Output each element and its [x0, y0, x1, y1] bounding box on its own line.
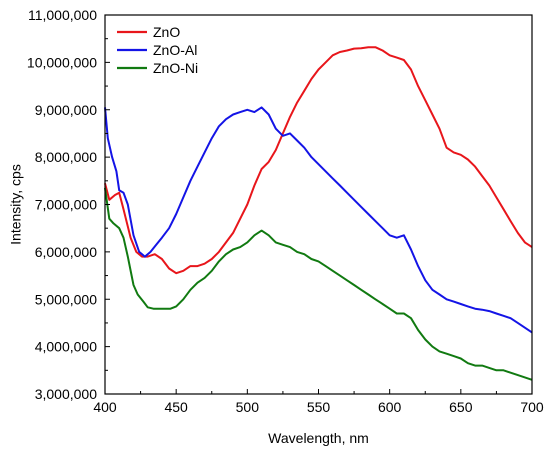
legend-label: ZnO-Ni	[153, 60, 198, 76]
x-tick-label: 600	[378, 399, 402, 415]
y-tick-label: 4,000,000	[35, 339, 97, 355]
series-line-zno-al	[104, 106, 533, 334]
x-tick-label: 650	[449, 399, 473, 415]
x-axis-title: Wavelength, nm	[268, 430, 369, 446]
y-axis: 3,000,000 4,000,000 5,000,000 6,000,000 7,00…	[27, 7, 110, 402]
x-tick-label: 400	[93, 399, 117, 415]
series-line-zno	[104, 46, 533, 275]
x-tick-label: 500	[236, 399, 260, 415]
y-axis-title: Intensity, cps	[8, 164, 24, 245]
series-layer	[104, 46, 533, 381]
y-tick-label: 8,000,000	[35, 149, 97, 165]
legend-label: ZnO-Al	[153, 42, 197, 58]
y-tick-label: 10,000,000	[27, 54, 97, 70]
x-tick-label: 450	[164, 399, 188, 415]
legend: ZnO ZnO-Al ZnO-Ni	[117, 24, 198, 76]
y-tick-label: 6,000,000	[35, 244, 97, 260]
series-line-zno-ni	[104, 187, 533, 381]
y-tick-label: 9,000,000	[35, 102, 97, 118]
y-tick-label: 3,000,000	[35, 386, 97, 402]
x-axis: 400 450 500 550 600 650 700	[93, 389, 544, 415]
y-tick-label: 11,000,000	[28, 7, 97, 23]
x-tick-label: 700	[520, 399, 544, 415]
y-tick-label: 5,000,000	[35, 291, 97, 307]
legend-label: ZnO	[153, 24, 180, 40]
x-tick-label: 550	[307, 399, 331, 415]
y-tick-label: 7,000,000	[35, 197, 97, 213]
